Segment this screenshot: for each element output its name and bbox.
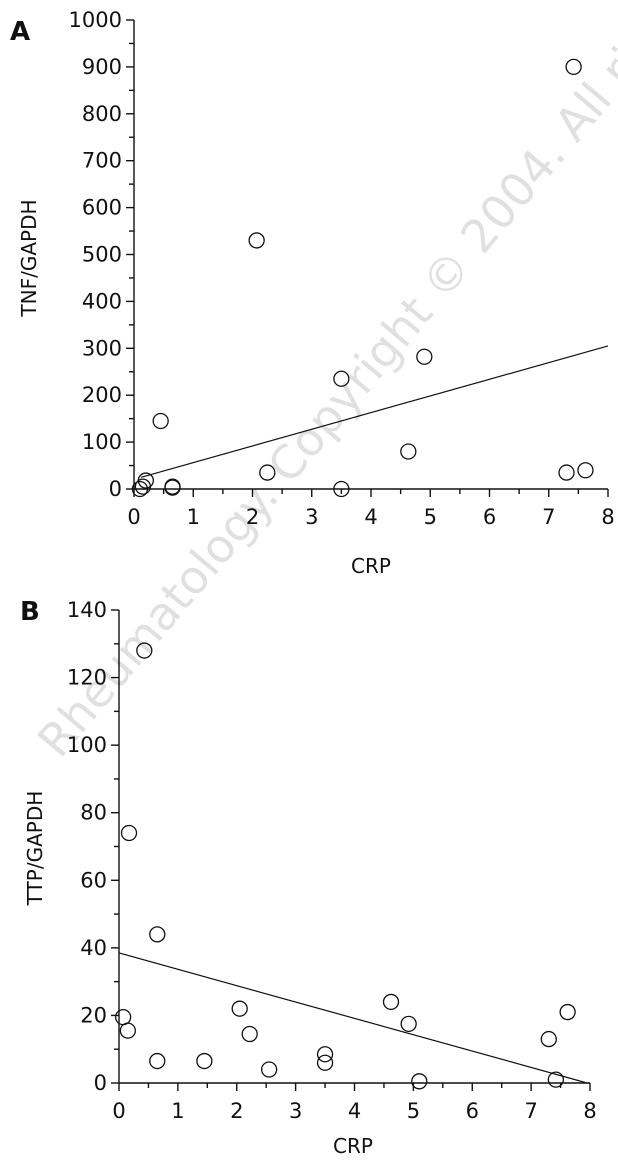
y-tick-label-b: 100 <box>67 733 107 757</box>
y-tick-label-b: 120 <box>67 666 107 690</box>
y-tick-label-b: 20 <box>80 1003 107 1027</box>
x-tick-label-a: 8 <box>601 505 614 529</box>
data-point-b <box>411 1073 428 1090</box>
trend-line-a <box>140 345 609 478</box>
data-point-a <box>333 370 350 387</box>
data-point-a <box>577 462 594 479</box>
y-tick-label-a: 500 <box>82 243 122 267</box>
data-point-b <box>316 1046 334 1063</box>
x-axis-title-a: CRP <box>351 554 391 578</box>
data-point-a <box>164 478 181 495</box>
y-tick-label-a: 800 <box>82 102 122 126</box>
data-point-a <box>152 412 169 430</box>
data-point-b <box>540 1030 557 1048</box>
x-tick-label-a: 6 <box>483 505 496 529</box>
x-tick-label-b: 7 <box>524 1099 537 1123</box>
data-point-b <box>136 642 153 659</box>
x-tick-label-a: 0 <box>127 505 140 529</box>
y-tick-label-a: 300 <box>82 336 122 360</box>
y-tick-label-b: 0 <box>94 1071 107 1095</box>
x-tick-label-b: 8 <box>583 1099 596 1123</box>
y-tick-label-a: 100 <box>82 430 122 454</box>
y-tick-label-a: 200 <box>82 383 122 407</box>
y-tick-label-a: 1000 <box>69 8 122 32</box>
data-point-b <box>196 1052 213 1070</box>
data-point-b <box>120 824 138 842</box>
x-tick-label-b: 2 <box>230 1099 243 1123</box>
data-point-b <box>400 1015 417 1033</box>
data-point-b <box>119 1022 136 1039</box>
data-point-b <box>547 1071 565 1088</box>
y-tick-label-b: 140 <box>67 598 107 622</box>
data-point-a <box>558 464 575 481</box>
x-tick-label-a: 3 <box>305 505 318 529</box>
data-point-b <box>382 993 400 1011</box>
data-point-a <box>259 464 276 481</box>
chart-panel-b: B TTP/GAPDH CRP 0 20 40 60 80 100 120 140 0 1 2 3 4 5… <box>20 597 597 1158</box>
x-tick-label-a: 1 <box>187 505 200 529</box>
y-tick-label-a: 400 <box>82 289 122 313</box>
data-point-a <box>134 478 152 495</box>
data-point-a <box>137 472 155 489</box>
x-tick-label-a: 7 <box>542 505 555 529</box>
y-tick-label-b: 80 <box>80 801 107 825</box>
y-tick-label-a: 700 <box>82 149 122 173</box>
y-axis-title-a: TNF/GAPDH <box>17 199 41 317</box>
panel-label-a: A <box>10 17 30 47</box>
data-point-b <box>316 1054 334 1071</box>
trend-line-b <box>118 952 588 1084</box>
data-point-b <box>559 1003 576 1021</box>
x-axis-title-b: CRP <box>333 1134 373 1158</box>
data-point-b <box>241 1025 258 1043</box>
x-tick-label-b: 3 <box>289 1099 302 1123</box>
data-point-b <box>231 1000 248 1017</box>
data-point-b <box>149 926 166 943</box>
x-tick-label-b: 1 <box>171 1099 184 1123</box>
x-tick-label-b: 6 <box>466 1099 479 1123</box>
data-point-a <box>333 480 350 498</box>
data-point-a <box>248 232 265 249</box>
data-point-a <box>400 443 417 460</box>
chart-panel-a: A TNF/GAPDH CRP 010020030040050060070080… <box>10 8 615 578</box>
data-point-b <box>149 1052 166 1070</box>
data-point-a <box>565 58 582 76</box>
y-tick-label-a: 900 <box>82 55 122 79</box>
x-tick-label-a: 5 <box>424 505 437 529</box>
y-tick-label-a: 0 <box>109 477 122 501</box>
data-point-a <box>416 348 433 365</box>
data-point-b <box>260 1061 278 1078</box>
y-tick-label-b: 40 <box>80 936 107 960</box>
x-tick-label-a: 4 <box>364 505 377 529</box>
y-tick-label-a: 600 <box>82 196 122 220</box>
x-tick-label-b: 0 <box>112 1099 125 1123</box>
y-tick-label-b: 60 <box>80 868 107 892</box>
x-tick-label-a: 2 <box>246 505 259 529</box>
panel-label-b: B <box>20 597 40 627</box>
data-point-a <box>131 480 149 498</box>
data-point-b <box>114 1008 132 1026</box>
x-tick-label-b: 4 <box>348 1099 361 1123</box>
x-tick-label-b: 5 <box>407 1099 420 1123</box>
y-axis-title-b: TTP/GAPDH <box>23 791 47 907</box>
